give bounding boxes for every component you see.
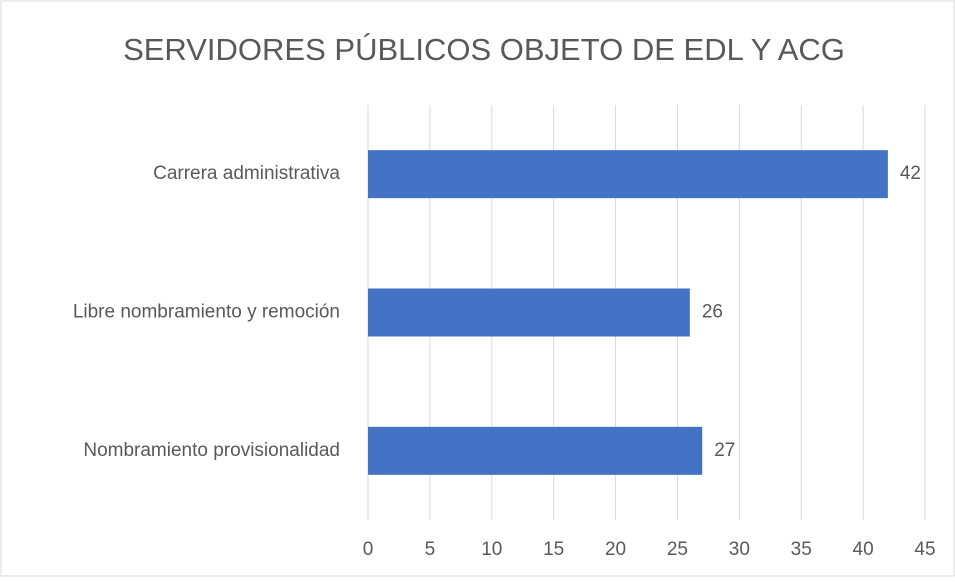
bar: [368, 150, 888, 199]
data-label: 26: [702, 302, 723, 323]
y-tick-label: Nombramiento provisionalidad: [83, 440, 340, 461]
y-tick-label: Carrera administrativa: [153, 163, 340, 184]
x-tick-label: 45: [914, 539, 935, 560]
x-tick-label: 25: [667, 539, 688, 560]
chart-title: SERVIDORES PÚBLICOS OBJETO DE EDL Y ACG: [123, 32, 845, 67]
x-tick-label: 5: [425, 539, 436, 560]
bar: [368, 288, 690, 337]
bar: [368, 426, 703, 475]
x-tick-label: 15: [543, 539, 564, 560]
x-tick-label: 0: [363, 539, 374, 560]
x-tick-label: 30: [729, 539, 750, 560]
data-label: 42: [900, 163, 921, 184]
y-tick-label: Libre nombramiento y remoción: [73, 302, 340, 323]
x-tick-label: 40: [853, 539, 874, 560]
data-label: 27: [714, 440, 735, 461]
x-tick-label: 10: [481, 539, 502, 560]
x-tick-label: 20: [605, 539, 626, 560]
x-tick-label: 35: [791, 539, 812, 560]
